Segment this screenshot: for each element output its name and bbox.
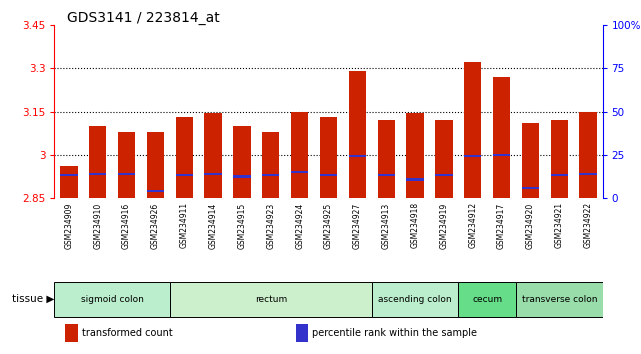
Bar xyxy=(204,113,222,198)
Bar xyxy=(147,190,164,192)
Bar xyxy=(522,123,539,198)
Bar xyxy=(176,117,193,198)
Bar xyxy=(118,172,135,175)
Text: GSM234912: GSM234912 xyxy=(468,202,478,249)
Bar xyxy=(458,282,516,316)
Bar xyxy=(262,132,279,198)
Text: GSM234922: GSM234922 xyxy=(583,202,593,249)
Bar xyxy=(378,174,395,176)
Bar xyxy=(435,120,453,198)
Text: GSM234920: GSM234920 xyxy=(526,202,535,249)
Text: GSM234918: GSM234918 xyxy=(410,202,420,249)
Bar xyxy=(464,62,481,198)
Bar xyxy=(435,174,453,176)
Bar xyxy=(320,174,337,176)
Bar xyxy=(579,112,597,198)
Bar xyxy=(291,171,308,173)
Bar xyxy=(551,174,568,176)
Bar xyxy=(118,132,135,198)
Bar xyxy=(170,282,372,316)
Bar xyxy=(378,120,395,198)
Text: GSM234913: GSM234913 xyxy=(381,202,391,249)
Bar xyxy=(54,282,170,316)
Bar xyxy=(176,174,193,176)
Text: GSM234919: GSM234919 xyxy=(439,202,449,249)
Bar xyxy=(60,166,78,198)
Bar xyxy=(522,187,539,189)
Text: GSM234916: GSM234916 xyxy=(122,202,131,249)
Bar xyxy=(516,282,603,316)
Text: GSM234917: GSM234917 xyxy=(497,202,506,249)
Text: GSM234923: GSM234923 xyxy=(266,202,276,249)
Text: transformed count: transformed count xyxy=(82,328,172,338)
Bar xyxy=(406,178,424,181)
Bar xyxy=(89,172,106,175)
Bar xyxy=(579,172,597,175)
Bar xyxy=(89,126,106,198)
Text: tissue ▶: tissue ▶ xyxy=(12,294,54,304)
Bar xyxy=(291,112,308,198)
Bar xyxy=(320,117,337,198)
Text: GSM234927: GSM234927 xyxy=(353,202,362,249)
Bar xyxy=(233,126,251,198)
Bar xyxy=(464,155,481,158)
Text: ascending colon: ascending colon xyxy=(378,295,452,304)
Text: GSM234925: GSM234925 xyxy=(324,202,333,249)
Text: GDS3141 / 223814_at: GDS3141 / 223814_at xyxy=(67,11,220,25)
Bar xyxy=(349,71,366,198)
Bar xyxy=(233,175,251,178)
Text: GSM234924: GSM234924 xyxy=(295,202,304,249)
Text: GSM234909: GSM234909 xyxy=(64,202,74,249)
Text: GSM234926: GSM234926 xyxy=(151,202,160,249)
Bar xyxy=(349,155,366,158)
Text: GSM234911: GSM234911 xyxy=(179,202,189,249)
Bar xyxy=(147,132,164,198)
Text: GSM234910: GSM234910 xyxy=(93,202,103,249)
Text: GSM234921: GSM234921 xyxy=(554,202,564,249)
Bar xyxy=(493,77,510,198)
Bar xyxy=(262,174,279,176)
Bar xyxy=(204,172,222,175)
Bar xyxy=(65,324,78,342)
Bar xyxy=(551,120,568,198)
Bar xyxy=(406,113,424,198)
Text: rectum: rectum xyxy=(254,295,287,304)
Bar xyxy=(372,282,458,316)
Text: transverse colon: transverse colon xyxy=(522,295,597,304)
Bar xyxy=(60,174,78,176)
Text: percentile rank within the sample: percentile rank within the sample xyxy=(312,328,477,338)
Text: cecum: cecum xyxy=(472,295,502,304)
Text: GSM234915: GSM234915 xyxy=(237,202,247,249)
Bar xyxy=(493,154,510,156)
Text: sigmoid colon: sigmoid colon xyxy=(81,295,144,304)
Text: GSM234914: GSM234914 xyxy=(208,202,218,249)
Bar xyxy=(296,324,308,342)
